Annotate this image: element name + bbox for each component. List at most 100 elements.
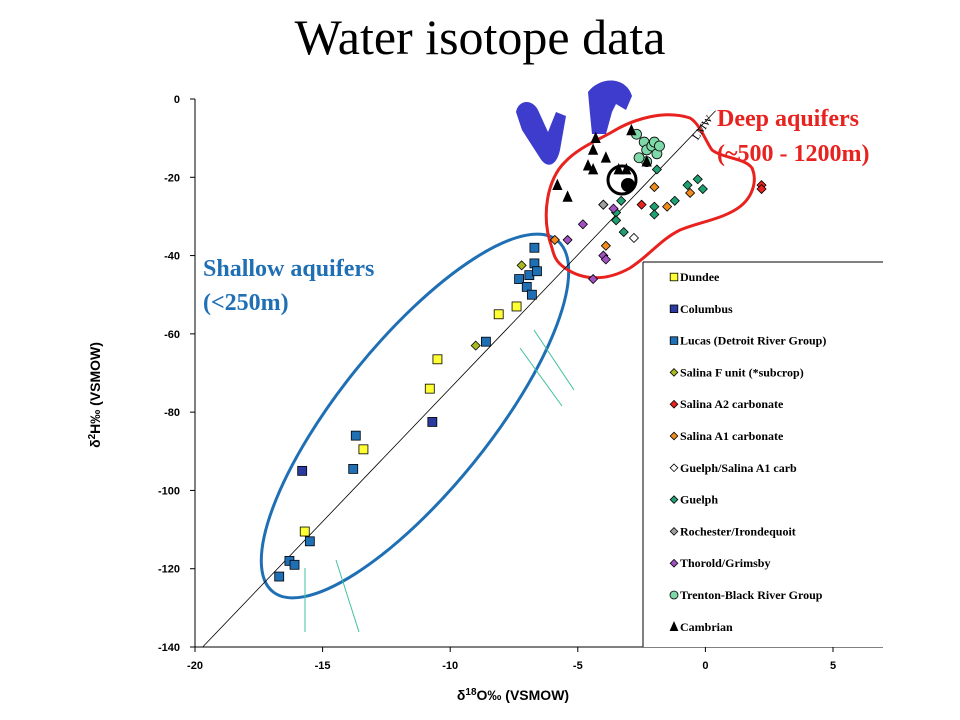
legend-marker [669,558,679,568]
data-point [516,260,527,271]
data-point [598,199,609,210]
data-point [577,219,588,230]
highlight-dot [621,178,635,192]
x-tick-label: -10 [442,660,458,672]
legend-label: Thorold/Grimsby [680,556,770,570]
data-point [608,203,619,214]
legend-item: Trenton-Black River Group [669,588,823,602]
blue-hook-right [588,80,632,134]
legend-item: Salina F unit (*subcrop) [669,365,804,379]
data-point [493,309,504,320]
data-point [427,417,438,427]
legend-label: Cambrian [680,620,733,634]
data-point [350,430,361,441]
data-point [526,289,537,300]
legend-label: Lucas (Detroit River Group) [680,334,826,348]
legend: Dundee Columbus Lucas (Detroit River Group… [642,261,883,647]
data-point [756,183,767,195]
legend-label: Dundee [680,270,720,284]
series-rochester-irondequoit [598,199,609,210]
data-point [562,234,573,245]
legend-item: Salina A2 carbonate [669,397,784,411]
deep-aquifers-label: Deep aquifers [717,106,859,132]
lmw-label: LMW [690,113,716,142]
legend-item: Columbus [669,302,733,316]
data-point [432,354,443,365]
data-point [649,182,660,193]
legend-item: Dundee [669,270,720,284]
data-point [633,152,645,164]
legend-label: Salina A2 carbonate [680,397,784,411]
x-tick-label: 5 [830,660,836,672]
data-point [424,383,435,394]
series-cambrian [552,123,652,202]
data-point [358,444,369,455]
series-lucas-detroit-river-group- [274,242,542,582]
data-point [514,274,525,284]
legend-marker [669,621,679,631]
y-tick-label: -140 [158,642,180,654]
data-point [682,180,693,191]
series-thorold-grimsby [562,203,619,285]
legend-label: Guelph [680,493,718,507]
series-columbus [297,417,438,476]
legend-label: Salina A1 carbonate [680,429,784,443]
legend-marker [669,527,679,536]
x-tick-label: -5 [573,660,583,672]
legend-item: Guelph [669,493,718,507]
series-dundee [299,301,522,537]
data-point [274,571,285,582]
legend-label: Guelph/Salina A1 carb [680,461,797,475]
y-axis-label: δ2H‰ (VSMOW) [87,342,104,448]
data-point [616,195,627,206]
data-point [618,227,629,238]
lmw-reference-line: LMW [202,110,716,648]
legend-item: Lucas (Detroit River Group) [669,334,826,348]
x-tick-label: 0 [702,660,708,672]
y-tick-label: -20 [164,172,180,184]
blue-hook-left [516,101,566,165]
legend-item: Guelph/Salina A1 carb [669,461,797,475]
data-point [481,336,491,347]
data-point [297,465,308,476]
data-point [582,159,594,171]
data-point [621,162,632,175]
data-point [304,536,315,547]
data-point [697,183,708,195]
data-point [511,301,522,312]
data-point [552,178,563,191]
lmw-line [202,110,716,648]
y-tick-label: -100 [158,485,180,497]
y-tick-label: -60 [164,329,180,341]
legend-marker [669,368,679,377]
legend-marker [669,336,679,345]
legend-item: Cambrian [669,620,733,634]
data-point [289,559,300,570]
data-point [636,199,647,210]
data-point [587,162,599,175]
legend-item: Thorold/Grimsby [669,556,770,570]
legend-marker [669,304,679,313]
data-point [626,123,637,136]
data-point [529,242,540,253]
data-point [613,162,624,175]
shallow-aquifers-label: Shallow aquifers [203,256,374,282]
legend-item: Salina A1 carbonate [669,429,784,443]
legend-marker [669,463,679,473]
data-point [521,281,532,292]
legend-label: Rochester/Irondequoit [680,524,796,538]
y-tick-label: -80 [164,407,180,419]
data-point [692,174,703,185]
data-point [600,151,611,163]
legend-marker [669,590,679,600]
data-point [588,273,599,285]
data-point [662,201,673,212]
data-point [649,209,660,220]
legend-box [643,262,883,647]
data-point [549,234,560,245]
series-salina-f-unit-subcrop- [470,260,527,351]
series-salina-a2-carbonate [636,180,767,210]
legend-label: Salina F unit (*subcrop) [680,365,804,379]
x-axis-label: δ18O‰ (VSMOW) [457,687,569,704]
data-point [669,195,680,206]
